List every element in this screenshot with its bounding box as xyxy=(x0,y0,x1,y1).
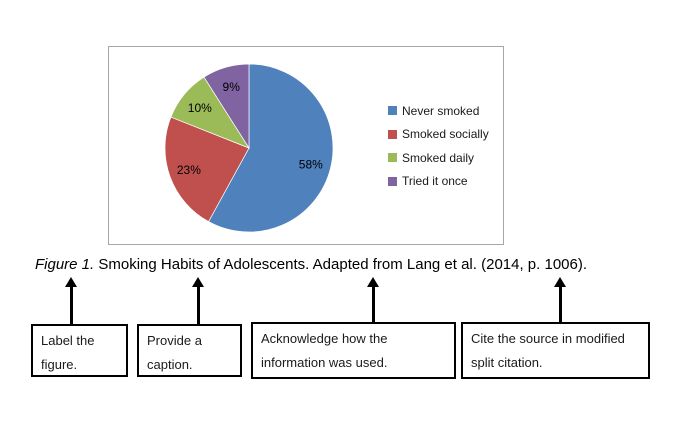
pie-slice-3 xyxy=(203,63,250,150)
note-text: Provide a caption. xyxy=(147,333,202,372)
chart-legend: Never smoked Smoked socially Smoked dail… xyxy=(388,99,489,193)
arrow-stem xyxy=(371,287,375,324)
legend-label: Smoked socially xyxy=(402,127,489,142)
note-label-figure: Label the figure. xyxy=(31,324,128,377)
arrow-to-acknowledgement xyxy=(367,277,379,324)
legend-label: Smoked daily xyxy=(402,150,475,165)
legend-swatch-icon xyxy=(388,153,397,163)
arrow-up-icon xyxy=(554,277,566,287)
note-text: Cite the source in modified split citati… xyxy=(471,331,625,370)
pie-slice-label: 10% xyxy=(188,101,212,115)
arrow-up-icon xyxy=(192,277,204,287)
arrow-up-icon xyxy=(65,277,77,287)
legend-swatch-icon xyxy=(388,129,397,139)
note-acknowledge-use: Acknowledge how the information was used… xyxy=(251,322,456,379)
arrow-to-caption xyxy=(192,277,204,324)
figure-number-label: Figure 1. xyxy=(35,256,95,273)
pie-chart: 58% 23% 10% 9% xyxy=(164,63,334,233)
legend-item-smoked-socially: Smoked socially xyxy=(388,123,489,147)
arrow-to-figure-label xyxy=(65,277,77,324)
pie-slice-label: 9% xyxy=(223,80,241,94)
legend-item-tried-it-once: Tried it once xyxy=(388,170,489,194)
legend-item-never-smoked: Never smoked xyxy=(388,99,489,123)
arrow-up-icon xyxy=(367,277,379,287)
note-cite-source: Cite the source in modified split citati… xyxy=(461,322,650,379)
arrow-stem xyxy=(196,287,200,324)
note-text: Acknowledge how the information was used… xyxy=(261,331,388,370)
figure-caption: Figure 1. Smoking Habits of Adolescents.… xyxy=(35,256,587,273)
legend-label: Tried it once xyxy=(402,174,468,189)
arrow-stem xyxy=(558,287,562,324)
legend-label: Never smoked xyxy=(402,103,480,118)
arrow-stem xyxy=(69,287,73,324)
legend-item-smoked-daily: Smoked daily xyxy=(388,146,489,170)
arrow-to-citation xyxy=(554,277,566,324)
pie-slice-1 xyxy=(164,116,250,223)
note-text: Label the figure. xyxy=(41,333,95,372)
pie-slice-0 xyxy=(208,63,334,233)
pie-slice-label: 23% xyxy=(177,163,201,177)
caption-text: Smoking Habits of Adolescents. Adapted f… xyxy=(98,256,588,273)
pie-slice-label: 58% xyxy=(299,157,323,171)
pie-chart-frame: 58% 23% 10% 9% Never smoked Smoked socially… xyxy=(108,46,504,245)
legend-swatch-icon xyxy=(388,106,397,116)
legend-swatch-icon xyxy=(388,176,397,186)
note-provide-caption: Provide a caption. xyxy=(137,324,242,377)
